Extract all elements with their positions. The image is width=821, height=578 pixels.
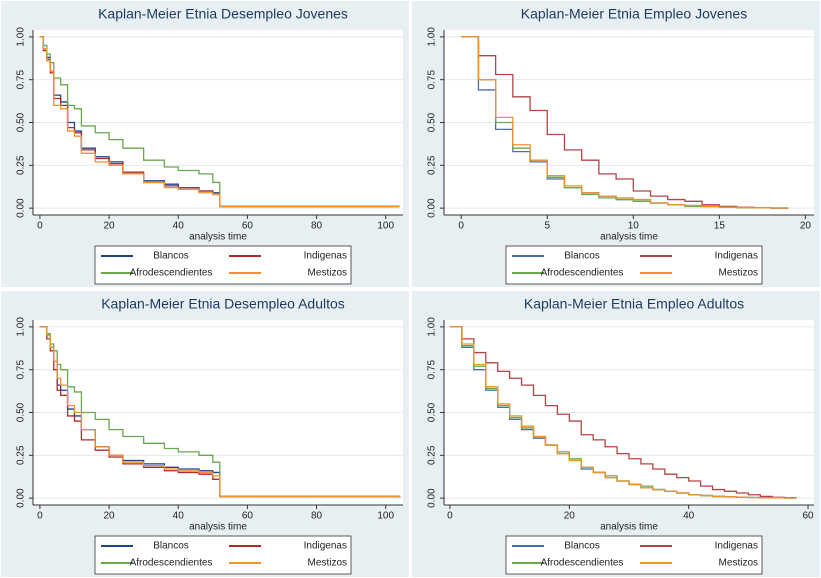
legend-label: Afrodescendientes (130, 558, 213, 569)
x-tick-label: 15 (714, 221, 726, 232)
x-tick-label: 60 (802, 511, 814, 522)
chart-panel: Kaplan-Meier Etnia Desempleo Adultos 0.00… (1, 291, 409, 577)
legend-label: Afrodescendientes (541, 558, 624, 569)
y-tick-label: 0.75 (16, 70, 27, 90)
x-tick-label: 20 (564, 511, 576, 522)
x-tick-label: 20 (104, 221, 116, 232)
survival-curve (39, 326, 401, 498)
x-tick-label: 0 (37, 221, 43, 232)
legend-label: Afrodescendientes (130, 268, 213, 279)
legend-box (505, 245, 763, 285)
y-tick-label: 0.50 (16, 402, 27, 422)
chart-title: Kaplan-Meier Etnia Desempleo Adultos (101, 296, 345, 312)
x-axis-label: analysis time (189, 522, 247, 533)
y-tick-label: 1.00 (427, 27, 438, 47)
legend-label: Mestizos (308, 558, 347, 569)
legend-label: Indigenas (715, 541, 758, 552)
x-tick-label: 60 (242, 511, 254, 522)
x-tick-label: 20 (104, 511, 116, 522)
survival-curve (449, 326, 797, 499)
y-tick-label: 0.75 (427, 70, 438, 90)
chart-panel: Kaplan-Meier Etnia Empleo Adultos 0.00 0.2… (412, 291, 820, 577)
x-tick-label: 5 (544, 221, 550, 232)
survival-curve (461, 36, 789, 209)
y-tick-label: 0.50 (427, 402, 438, 422)
y-tick-label: 0.25 (427, 445, 438, 465)
chart-title: Kaplan-Meier Etnia Desempleo Jovenes (98, 6, 348, 22)
x-tick-label: 60 (242, 221, 254, 232)
legend-label: Mestizos (719, 558, 758, 569)
survival-curve (461, 36, 789, 209)
y-tick-label: 0.25 (427, 155, 438, 175)
legend-label: Blancos (153, 251, 189, 262)
chart-title: Kaplan-Meier Etnia Empleo Jovenes (521, 6, 747, 22)
survival-curve (39, 36, 400, 208)
x-tick-label: 80 (311, 221, 323, 232)
y-tick-label: 1.00 (427, 317, 438, 337)
x-tick-label: 40 (173, 221, 185, 232)
y-tick-label: 1.00 (16, 27, 27, 47)
legend-box (505, 535, 763, 575)
x-tick-label: 40 (173, 511, 185, 522)
survival-curve (449, 326, 797, 499)
chart-panel: Kaplan-Meier Etnia Empleo Jovenes 0.00 0.2… (412, 1, 820, 287)
legend-label: Mestizos (308, 268, 347, 279)
legend-box (94, 535, 352, 575)
legend-label: Indigenas (715, 251, 758, 262)
y-tick-label: 0.00 (427, 198, 438, 218)
x-tick-label: 40 (683, 511, 695, 522)
y-tick-label: 0.50 (16, 112, 27, 132)
x-tick-label: 20 (800, 221, 812, 232)
x-tick-label: 0 (37, 511, 43, 522)
legend-label: Indigenas (304, 251, 347, 262)
legend-box (94, 245, 352, 285)
x-tick-label: 10 (628, 221, 640, 232)
x-tick-label: 80 (311, 511, 323, 522)
legend-label: Blancos (564, 541, 600, 552)
y-tick-label: 0.25 (16, 155, 27, 175)
x-axis-label: analysis time (600, 522, 658, 533)
y-tick-label: 0.50 (427, 112, 438, 132)
y-tick-label: 0.25 (16, 445, 27, 465)
y-tick-label: 1.00 (16, 317, 27, 337)
legend-label: Afrodescendientes (541, 268, 624, 279)
x-tick-label: 100 (377, 221, 394, 232)
x-axis-label: analysis time (189, 232, 247, 243)
x-tick-label: 0 (458, 221, 464, 232)
legend-label: Blancos (564, 251, 600, 262)
y-tick-label: 0.00 (16, 488, 27, 508)
chart-title: Kaplan-Meier Etnia Empleo Adultos (524, 296, 744, 312)
y-tick-label: 0.00 (16, 198, 27, 218)
chart-panel: Kaplan-Meier Etnia Desempleo Jovenes 0.00… (1, 1, 409, 287)
x-tick-label: 100 (377, 511, 394, 522)
x-tick-label: 0 (447, 511, 453, 522)
survival-curve (39, 326, 401, 498)
legend-label: Mestizos (719, 268, 758, 279)
y-tick-label: 0.00 (427, 488, 438, 508)
legend-label: Blancos (153, 541, 189, 552)
legend-label: Indigenas (304, 541, 347, 552)
x-axis-label: analysis time (600, 232, 658, 243)
y-tick-label: 0.75 (16, 360, 27, 380)
y-tick-label: 0.75 (427, 360, 438, 380)
